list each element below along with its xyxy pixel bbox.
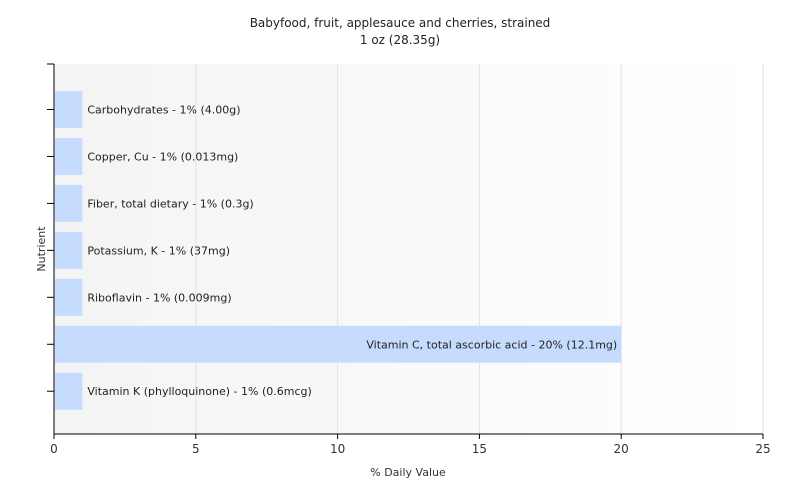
x-tick-label: 5: [192, 442, 200, 456]
bar: [55, 278, 83, 316]
plot-area: [54, 64, 763, 434]
bar: [55, 231, 83, 269]
bar-label: Fiber, total dietary - 1% (0.3g): [87, 197, 253, 210]
bar-label: Vitamin C, total ascorbic acid - 20% (12…: [366, 338, 617, 351]
axes: [47, 63, 763, 435]
bar: [55, 184, 83, 222]
x-ticks: 0 5 10 15 20 25: [50, 434, 771, 456]
bar: [55, 372, 83, 410]
chart-title: Babyfood, fruit, applesauce and cherries…: [250, 16, 551, 30]
bar-label: Potassium, K - 1% (37mg): [87, 244, 230, 257]
x-tick-label: 0: [50, 442, 58, 456]
chart-subtitle: 1 oz (28.35g): [360, 33, 440, 47]
bar-label: Carbohydrates - 1% (4.00g): [87, 104, 240, 117]
grid-lines: [195, 64, 764, 434]
x-tick-label: 20: [614, 442, 629, 456]
bar-label: Riboflavin - 1% (0.009mg): [87, 291, 231, 304]
x-axis-title: % Daily Value: [370, 466, 446, 479]
x-tick-label: 25: [755, 442, 770, 456]
bar: [55, 137, 83, 175]
x-tick-label: 15: [472, 442, 487, 456]
bars: Carbohydrates - 1% (4.00g) Copper, Cu - 1…: [55, 91, 622, 410]
bar-label: Copper, Cu - 1% (0.013mg): [87, 150, 238, 163]
bar: [55, 91, 83, 128]
bar-label: Vitamin K (phylloquinone) - 1% (0.6mcg): [87, 385, 311, 398]
y-axis-title: Nutrient: [35, 226, 48, 272]
bar: [55, 325, 622, 363]
x-tick-label: 10: [330, 442, 345, 456]
